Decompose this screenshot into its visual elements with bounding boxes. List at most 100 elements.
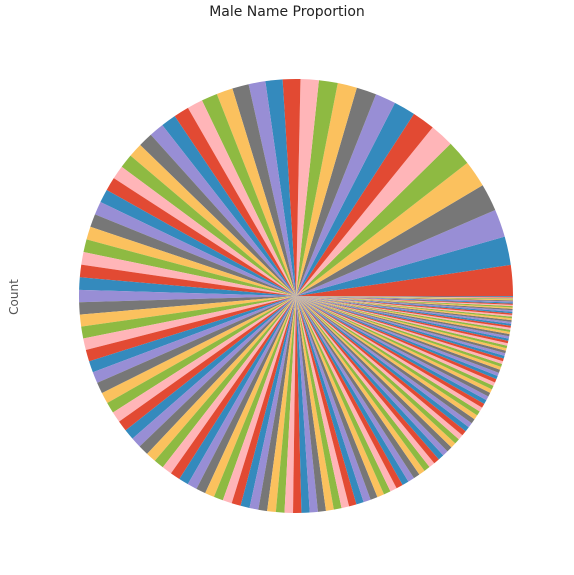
pie-slice <box>296 296 513 309</box>
pie-slice <box>296 296 485 408</box>
pie-slice <box>231 296 296 506</box>
pie-slice <box>132 296 296 447</box>
pie-slice <box>296 296 512 321</box>
pie-slice <box>296 296 512 326</box>
pie-slice <box>296 296 514 297</box>
pie-slice <box>296 162 483 296</box>
pie-slice <box>81 252 296 296</box>
pie-slice <box>94 202 296 296</box>
pie-slice <box>296 296 475 424</box>
pie-slice <box>296 127 451 296</box>
pie-slice <box>296 296 439 464</box>
pie-slice <box>296 296 342 510</box>
pie-slice <box>113 166 297 296</box>
pie-slice <box>296 296 469 432</box>
pie-slice <box>79 264 296 296</box>
pie-slice <box>232 84 296 297</box>
pie-slice <box>296 296 310 513</box>
pie-slice <box>170 296 296 479</box>
pie-slice <box>213 296 296 501</box>
pie-slice <box>83 239 296 296</box>
pie-slice <box>296 296 378 500</box>
pie-slice <box>222 296 296 504</box>
pie-slice <box>296 296 385 498</box>
pie-slice <box>140 134 296 296</box>
pie-slice <box>296 296 513 315</box>
pie-slice <box>81 296 296 339</box>
pie-slice <box>296 296 497 383</box>
pie-slice <box>112 296 296 422</box>
pie-slice <box>107 296 296 413</box>
pie-slice <box>296 296 511 328</box>
pie-slice <box>296 296 334 511</box>
pie-slice <box>296 296 483 412</box>
pie-slice <box>97 296 296 394</box>
pie-slice <box>296 296 414 482</box>
pie-slice <box>296 296 489 401</box>
pie-slice <box>240 296 296 508</box>
pie-slice <box>89 296 296 373</box>
pie-slice <box>275 296 296 513</box>
pie-slice <box>296 296 492 393</box>
pie-slice <box>79 296 296 315</box>
pie-slice <box>296 296 513 303</box>
pie-slice <box>296 296 509 341</box>
chart-title: Male Name Proportion <box>209 4 365 20</box>
pie-slice <box>296 296 513 312</box>
pie-slice <box>296 296 513 301</box>
pie-slice <box>296 264 513 296</box>
pie-slice <box>296 296 459 444</box>
pie-slice <box>296 296 513 308</box>
pie-slice <box>296 296 510 337</box>
pie-slice <box>296 296 510 339</box>
pie-slice <box>86 226 297 296</box>
pie-slice <box>296 296 456 448</box>
pie-slice <box>248 81 296 296</box>
pie-slice <box>296 296 513 319</box>
pie-slice <box>296 296 491 397</box>
pie-slice <box>296 296 513 311</box>
pie-slice <box>162 116 296 296</box>
pie-slice <box>296 296 513 300</box>
pie-slice <box>296 296 350 509</box>
pie-slice <box>296 296 498 380</box>
pie-slice <box>85 296 296 362</box>
pie-slice <box>296 296 444 460</box>
pie-slice <box>92 296 296 383</box>
pie-slice <box>296 296 480 416</box>
pie-slice <box>100 189 296 296</box>
pie-slice <box>296 296 513 299</box>
pie-slice <box>296 296 511 332</box>
pie-slice <box>147 296 296 461</box>
pie-slice <box>296 296 513 302</box>
pie-slice <box>265 79 296 296</box>
pie-slice <box>296 296 496 386</box>
pie-slice <box>296 113 433 296</box>
pie-slice <box>296 296 357 507</box>
pie-slice <box>296 296 472 428</box>
pie-slice <box>296 296 318 513</box>
pie-slice <box>296 296 466 436</box>
pie-slice <box>296 296 513 314</box>
pie-slice <box>201 93 296 296</box>
pie-slice <box>296 296 513 305</box>
pie-slice <box>296 296 511 330</box>
pie-slice <box>296 296 508 346</box>
pie-slice <box>296 296 435 468</box>
pie-slice <box>187 100 296 296</box>
pie-slice <box>150 125 296 297</box>
pie-slice <box>296 296 499 376</box>
pie-slice <box>296 79 319 297</box>
pie-slice <box>296 296 506 356</box>
pie-slice <box>296 296 448 456</box>
pie-slice <box>296 296 391 495</box>
pie-slice <box>101 296 296 404</box>
pie-slice <box>119 296 296 431</box>
pie-slice <box>296 296 326 512</box>
pie-slice <box>90 214 296 296</box>
pie-slice <box>296 296 505 359</box>
pie-slice <box>106 178 296 296</box>
pie-slice <box>267 296 296 513</box>
pie-slice <box>296 296 503 367</box>
